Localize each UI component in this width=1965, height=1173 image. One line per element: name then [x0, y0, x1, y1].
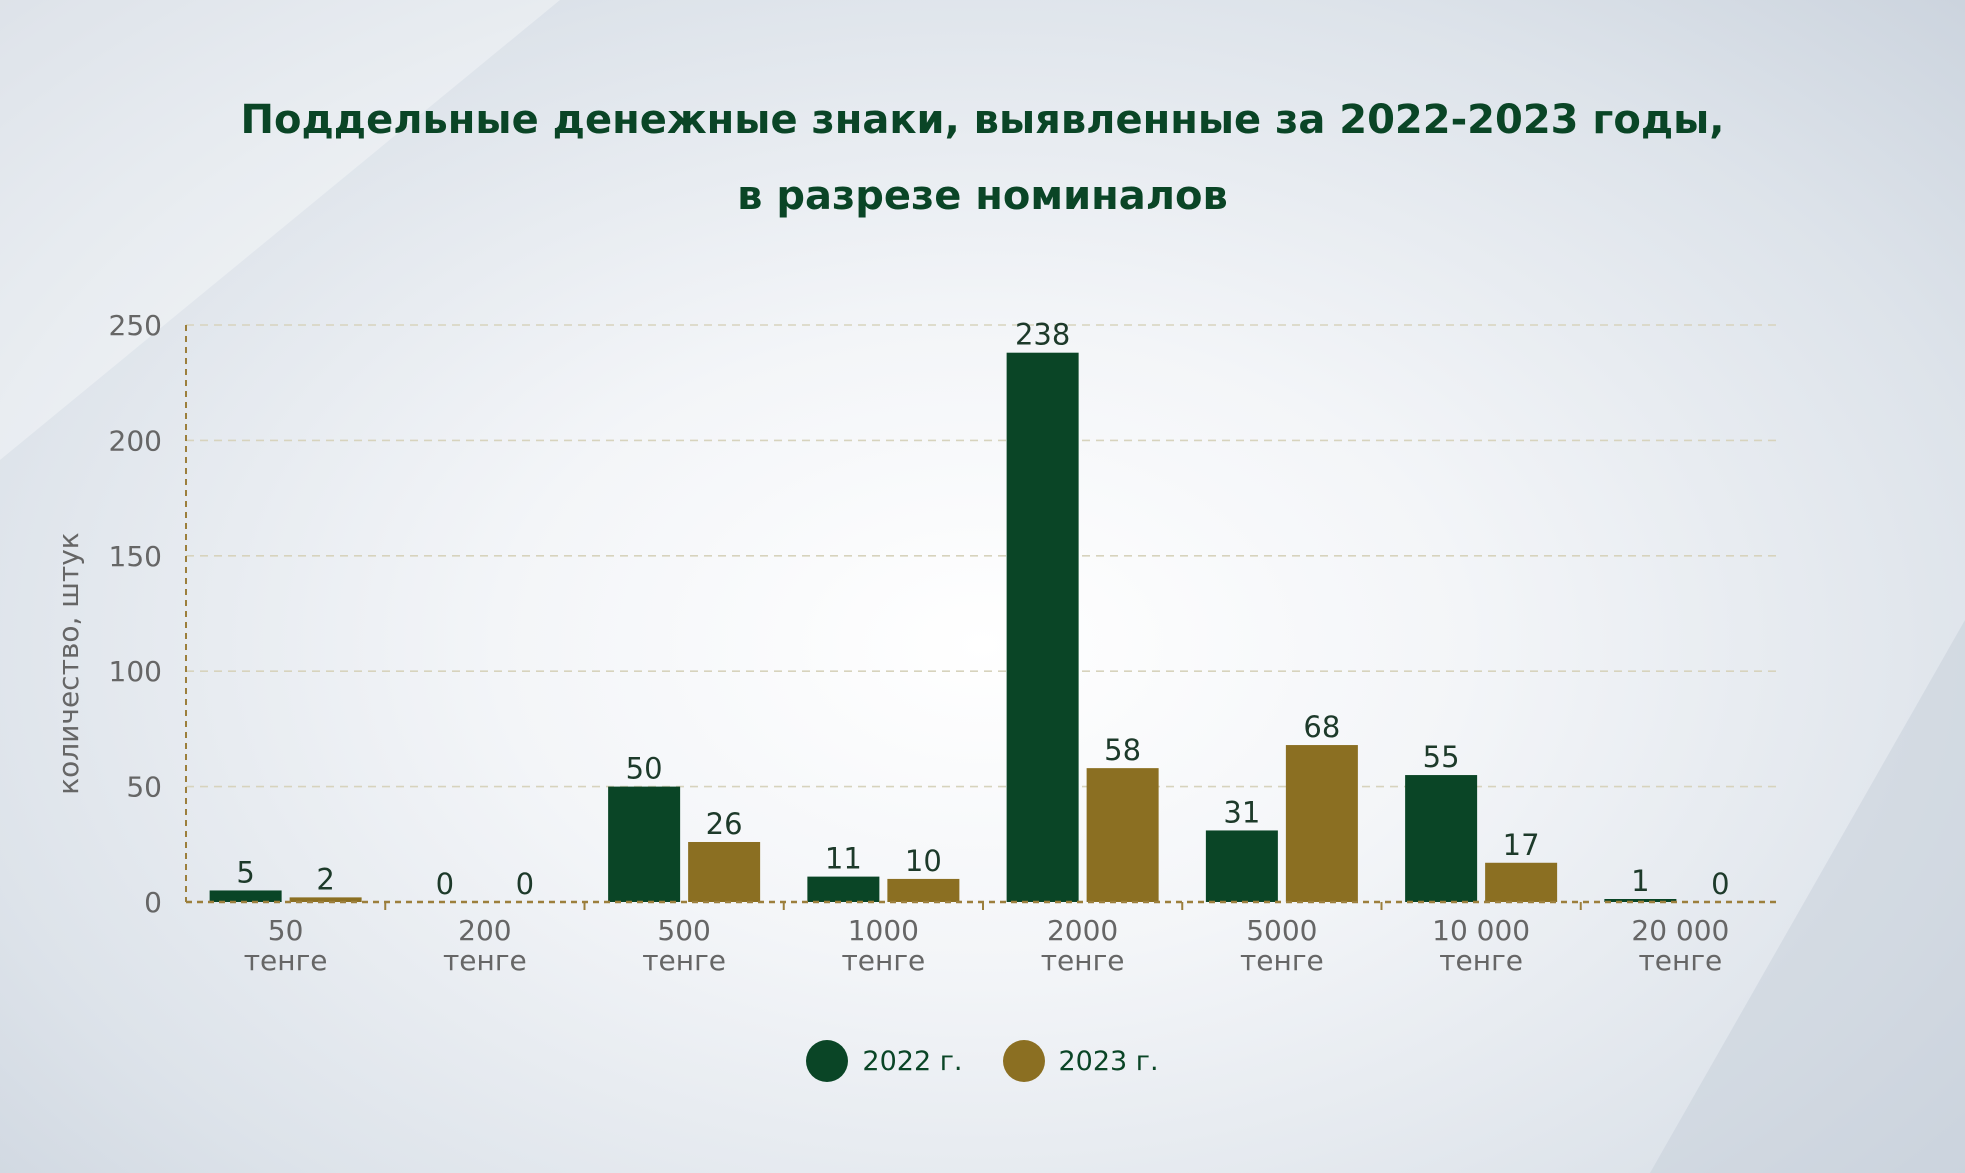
legend: 2022 г. 2023 г. — [0, 1040, 1965, 1082]
x-tick-label-0-line-1: 50 — [268, 914, 304, 947]
value-label-2022-6: 55 — [1423, 740, 1460, 774]
value-label-2023-6: 17 — [1503, 828, 1540, 862]
chart-title-line-2: в разрезе номиналов — [737, 173, 1228, 219]
x-tick-label-5-line-1: 5000 — [1246, 914, 1317, 947]
bar-2023-0 — [289, 897, 362, 902]
value-label-2022-2: 50 — [626, 752, 663, 786]
legend-item-2022[interactable]: 2022 г. — [806, 1040, 963, 1082]
legend-label-2022: 2022 г. — [862, 1045, 963, 1077]
value-label-2022-5: 31 — [1223, 795, 1260, 829]
chart-title-line-1: Поддельные денежные знаки, выявленные за… — [240, 97, 1725, 143]
y-axis-label: количество, штук — [52, 532, 85, 794]
bar-2022-7 — [1604, 899, 1677, 902]
legend-swatch-2022 — [806, 1040, 849, 1082]
grid-lines — [186, 324, 1780, 788]
bar-2022-4 — [1006, 352, 1079, 902]
value-label-2022-4: 238 — [1015, 318, 1070, 352]
y-tick-label-200: 200 — [109, 424, 162, 457]
bar-2022-5 — [1205, 830, 1278, 902]
x-tick-label-1-line-2: тенге — [443, 944, 527, 977]
x-tick-label-6-line-2: тенге — [1439, 944, 1523, 977]
chart-title: Поддельные денежные знаки, выявленные за… — [0, 82, 1965, 234]
x-tick-label-1-line-1: 200 — [458, 914, 511, 947]
bars — [209, 352, 1677, 902]
bar-2023-4 — [1086, 768, 1159, 902]
value-label-2022-0: 5 — [236, 855, 254, 889]
y-tick-label-0: 0 — [144, 886, 162, 919]
x-tick-label-2-line-2: тенге — [642, 944, 726, 977]
x-tick-label-7-line-2: тенге — [1638, 944, 1722, 977]
x-tick-label-3-line-1: 1000 — [848, 914, 919, 947]
value-label-2023-1: 0 — [516, 867, 534, 901]
y-tick-label-150: 150 — [109, 540, 162, 573]
value-label-2022-1: 0 — [436, 867, 454, 901]
y-tick-label-50: 50 — [126, 771, 162, 804]
x-tick-label-6-line-1: 10 000 — [1432, 914, 1530, 947]
x-tick-label-0-line-2: тенге — [244, 944, 328, 977]
value-label-2023-5: 68 — [1303, 710, 1340, 744]
bar-2023-6 — [1485, 862, 1558, 902]
bar-2022-0 — [209, 890, 282, 902]
bar-2023-2 — [688, 841, 761, 902]
bar-2022-6 — [1405, 775, 1478, 902]
x-tick-label-4-line-1: 2000 — [1047, 914, 1118, 947]
legend-item-2023[interactable]: 2023 г. — [1002, 1040, 1159, 1082]
value-label-2023-0: 2 — [316, 862, 334, 896]
axes — [185, 325, 1780, 910]
y-tick-label-100: 100 — [109, 655, 162, 688]
bar-2023-5 — [1285, 745, 1358, 902]
bar-2022-2 — [608, 786, 681, 902]
bar-2022-3 — [807, 876, 880, 902]
x-tick-label-2-line-1: 500 — [657, 914, 710, 947]
value-label-2023-4: 58 — [1104, 733, 1141, 767]
value-label-2023-7: 0 — [1711, 867, 1729, 901]
x-tick-label-3-line-2: тенге — [841, 944, 925, 977]
x-tick-label-5-line-2: тенге — [1240, 944, 1324, 977]
legend-swatch-2023 — [1002, 1040, 1045, 1082]
value-label-2022-3: 11 — [825, 842, 862, 876]
value-label-2023-3: 10 — [905, 844, 942, 878]
y-tick-label-250: 250 — [109, 309, 162, 342]
value-label-2022-7: 1 — [1631, 864, 1649, 898]
bar-2023-3 — [887, 878, 960, 902]
x-tick-label-7-line-1: 20 000 — [1631, 914, 1729, 947]
x-tick-label-4-line-2: тенге — [1041, 944, 1125, 977]
legend-label-2023: 2023 г. — [1058, 1045, 1159, 1077]
value-label-2023-2: 26 — [706, 807, 743, 841]
